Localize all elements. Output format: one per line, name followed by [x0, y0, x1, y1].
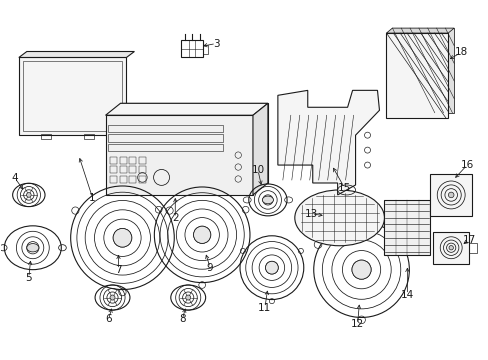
- Text: 15: 15: [337, 183, 350, 193]
- Bar: [119, 176, 127, 183]
- Bar: [105, 115, 252, 195]
- Bar: [468, 243, 476, 253]
- Bar: [129, 157, 136, 164]
- Text: 13: 13: [305, 209, 318, 219]
- Text: 11: 11: [258, 302, 271, 312]
- Bar: [119, 157, 127, 164]
- Text: 6: 6: [105, 314, 112, 324]
- Bar: [110, 176, 117, 183]
- Text: 17: 17: [462, 235, 475, 245]
- Bar: [83, 134, 94, 139]
- Text: 9: 9: [206, 263, 213, 273]
- Ellipse shape: [262, 196, 273, 204]
- Text: 5: 5: [25, 273, 32, 283]
- Circle shape: [447, 192, 453, 198]
- Text: 12: 12: [350, 319, 364, 329]
- Circle shape: [26, 193, 31, 197]
- Polygon shape: [19, 51, 134, 58]
- Polygon shape: [105, 103, 267, 115]
- Text: 2: 2: [172, 213, 178, 223]
- Text: 16: 16: [460, 160, 473, 170]
- Text: 3: 3: [212, 39, 219, 49]
- Bar: [203, 45, 208, 54]
- Circle shape: [448, 246, 452, 250]
- Text: 10: 10: [251, 165, 264, 175]
- Bar: [181, 40, 203, 58]
- Bar: [119, 166, 127, 174]
- Text: 18: 18: [454, 48, 467, 58]
- Polygon shape: [392, 28, 453, 113]
- Polygon shape: [252, 103, 267, 195]
- Bar: [384, 201, 429, 255]
- Text: 8: 8: [179, 314, 185, 324]
- Bar: [129, 166, 136, 174]
- Bar: [386, 33, 447, 118]
- Circle shape: [193, 226, 210, 243]
- Bar: [429, 174, 471, 216]
- Bar: [139, 176, 146, 183]
- Polygon shape: [19, 58, 126, 135]
- Bar: [139, 157, 146, 164]
- Bar: [129, 176, 136, 183]
- Bar: [432, 232, 468, 264]
- Polygon shape: [277, 90, 379, 195]
- Bar: [110, 157, 117, 164]
- Text: 14: 14: [400, 289, 413, 300]
- Text: 4: 4: [12, 173, 18, 183]
- Text: 1: 1: [89, 193, 96, 203]
- Bar: [110, 166, 117, 174]
- Bar: [23, 62, 122, 131]
- Ellipse shape: [294, 190, 384, 246]
- Bar: [108, 134, 223, 141]
- Polygon shape: [386, 28, 453, 33]
- Circle shape: [185, 295, 190, 300]
- Circle shape: [110, 295, 115, 300]
- Bar: [108, 144, 223, 151]
- Bar: [41, 134, 51, 139]
- Circle shape: [113, 229, 132, 247]
- Bar: [108, 125, 223, 132]
- Circle shape: [351, 260, 370, 279]
- Text: 7: 7: [115, 265, 122, 275]
- Ellipse shape: [27, 244, 39, 252]
- Circle shape: [265, 261, 278, 274]
- Bar: [139, 166, 146, 174]
